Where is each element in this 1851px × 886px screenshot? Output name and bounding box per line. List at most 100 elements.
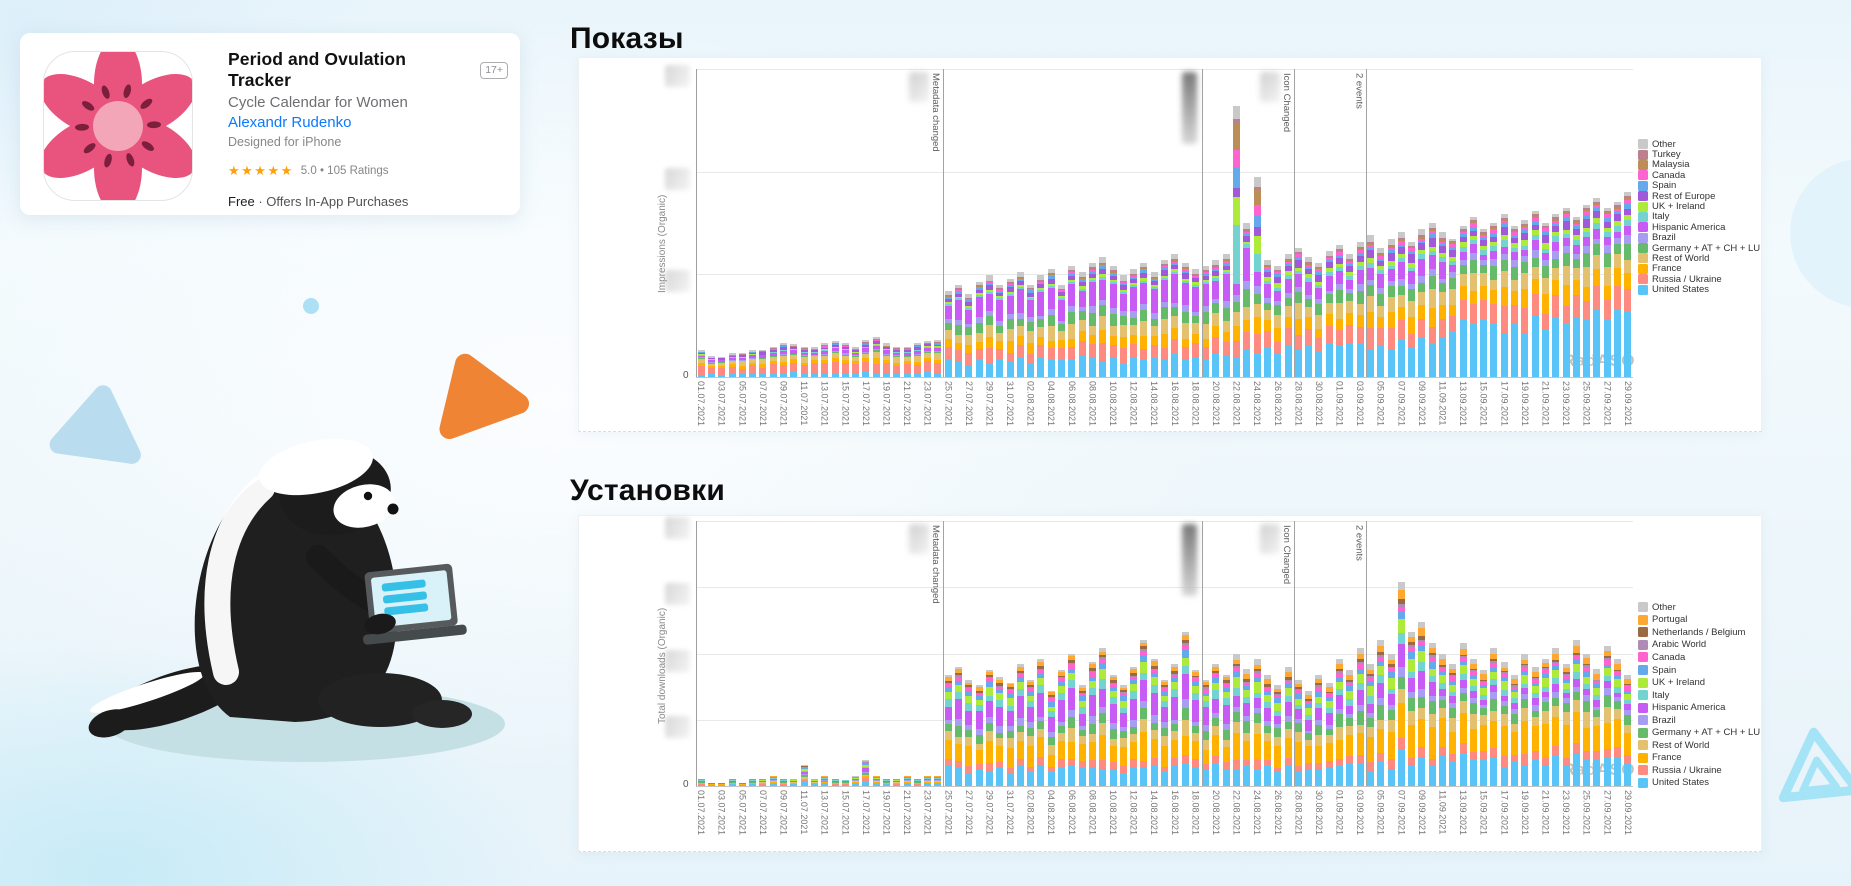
stacked-bar[interactable] [1366, 235, 1374, 377]
stacked-bar[interactable] [1109, 674, 1117, 786]
stacked-bar[interactable] [882, 343, 890, 377]
stacked-bar[interactable] [1078, 685, 1086, 786]
stacked-bar[interactable] [780, 778, 788, 786]
stacked-bar[interactable] [718, 781, 726, 786]
stacked-bar[interactable] [955, 666, 963, 786]
stacked-bar[interactable] [1068, 266, 1076, 377]
stacked-bar[interactable] [1047, 269, 1055, 377]
stacked-bar[interactable] [1315, 263, 1323, 377]
stacked-bar[interactable] [1480, 669, 1488, 786]
stacked-bar[interactable] [1490, 223, 1498, 377]
stacked-bar[interactable] [882, 778, 890, 786]
stacked-bar[interactable] [903, 775, 911, 786]
stacked-bar[interactable] [872, 337, 880, 377]
stacked-bar[interactable] [738, 781, 746, 786]
stacked-bar[interactable] [1624, 674, 1632, 786]
stacked-bar[interactable] [1325, 250, 1333, 377]
stacked-bar[interactable] [1387, 238, 1395, 377]
stacked-bar[interactable] [1521, 220, 1529, 377]
stacked-bar[interactable] [1603, 207, 1611, 377]
stacked-bar[interactable] [1130, 269, 1138, 377]
stacked-bar[interactable] [1016, 664, 1024, 786]
stacked-bar[interactable] [1212, 664, 1220, 786]
stacked-bar[interactable] [944, 674, 952, 786]
stacked-bar[interactable] [1058, 284, 1066, 377]
stacked-bar[interactable] [1418, 621, 1426, 786]
stacked-bar[interactable] [1531, 666, 1539, 786]
stacked-bar[interactable] [1572, 640, 1580, 786]
stacked-bar[interactable] [821, 775, 829, 786]
stacked-bar[interactable] [1490, 648, 1498, 786]
stacked-bar[interactable] [913, 343, 921, 377]
stacked-bar[interactable] [800, 764, 808, 786]
stacked-bar[interactable] [1521, 653, 1529, 786]
stacked-bar[interactable] [1356, 241, 1364, 377]
stacked-bar[interactable] [1222, 674, 1230, 786]
stacked-bar[interactable] [1047, 690, 1055, 786]
stacked-bar[interactable] [707, 781, 715, 786]
stacked-bar[interactable] [1614, 658, 1622, 786]
stacked-bar[interactable] [1624, 192, 1632, 377]
stacked-bar[interactable] [1614, 201, 1622, 377]
stacked-bar[interactable] [1469, 216, 1477, 377]
stacked-bar[interactable] [1541, 223, 1549, 377]
stacked-bar[interactable] [862, 340, 870, 377]
stacked-bar[interactable] [944, 290, 952, 377]
stacked-bar[interactable] [1284, 253, 1292, 377]
stacked-bar[interactable] [975, 685, 983, 786]
stacked-bar[interactable] [728, 778, 736, 786]
stacked-bar[interactable] [1140, 640, 1148, 786]
stacked-bar[interactable] [1150, 272, 1158, 377]
stacked-bar[interactable] [1336, 658, 1344, 786]
stacked-bar[interactable] [1377, 640, 1385, 786]
stacked-bar[interactable] [810, 778, 818, 786]
stacked-bar[interactable] [985, 669, 993, 786]
stacked-bar[interactable] [1572, 216, 1580, 377]
stacked-bar[interactable] [1469, 658, 1477, 786]
stacked-bar[interactable] [1171, 664, 1179, 786]
stacked-bar[interactable] [1552, 648, 1560, 786]
stacked-bar[interactable] [985, 275, 993, 377]
stacked-bar[interactable] [913, 778, 921, 786]
stacked-bar[interactable] [903, 346, 911, 377]
stacked-bar[interactable] [1428, 223, 1436, 377]
stacked-bar[interactable] [769, 346, 777, 377]
stacked-bar[interactable] [1088, 661, 1096, 786]
stacked-bar[interactable] [1119, 275, 1127, 377]
stacked-bar[interactable] [1099, 256, 1107, 377]
stacked-bar[interactable] [1336, 244, 1344, 377]
stacked-bar[interactable] [1161, 680, 1168, 786]
stacked-bar[interactable] [831, 340, 839, 377]
stacked-bar[interactable] [1500, 213, 1508, 377]
stacked-bar[interactable] [1253, 658, 1261, 786]
stacked-bar[interactable] [1284, 666, 1292, 786]
stacked-bar[interactable] [1027, 680, 1035, 786]
stacked-bar[interactable] [1531, 210, 1539, 377]
stacked-bar[interactable] [1181, 263, 1189, 377]
stacked-bar[interactable] [965, 680, 973, 786]
stacked-bar[interactable] [738, 352, 746, 377]
stacked-bar[interactable] [1305, 256, 1313, 377]
stacked-bar[interactable] [810, 346, 818, 377]
stacked-bar[interactable] [1130, 666, 1138, 786]
stacked-bar[interactable] [1397, 232, 1405, 377]
stacked-bar[interactable] [996, 677, 1004, 786]
stacked-bar[interactable] [1016, 272, 1024, 377]
stacked-bar[interactable] [1253, 176, 1261, 377]
stacked-bar[interactable] [1356, 648, 1364, 786]
stacked-bar[interactable] [1243, 669, 1251, 786]
stacked-bar[interactable] [1006, 278, 1014, 377]
stacked-bar[interactable] [749, 778, 757, 786]
app-icon[interactable] [43, 51, 193, 201]
stacked-bar[interactable] [1439, 232, 1446, 377]
stacked-bar[interactable] [1583, 653, 1591, 786]
stacked-bar[interactable] [1171, 253, 1179, 377]
stacked-bar[interactable] [1459, 643, 1467, 786]
stacked-bar[interactable] [1191, 669, 1199, 786]
stacked-bar[interactable] [1500, 661, 1508, 786]
stacked-bar[interactable] [1078, 272, 1086, 377]
developer-link[interactable]: Alexandr Rudenko [228, 114, 352, 131]
stacked-bar[interactable] [975, 281, 983, 377]
stacked-bar[interactable] [1294, 247, 1302, 377]
stacked-bar[interactable] [1202, 680, 1210, 786]
